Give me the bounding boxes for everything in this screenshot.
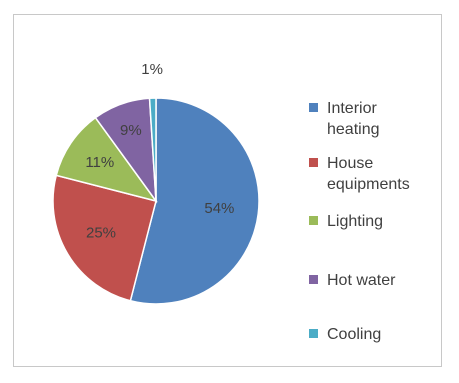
chart-legend: Interior heating House equipments Lighting Ho… [309,100,410,343]
legend-label-interior-heating: Interior heating [327,100,380,138]
legend-swatch-lighting [309,216,318,225]
legend-item-hot-water: Hot water [309,272,396,289]
legend-label-house-equipments: House equipments [327,155,410,193]
pie-slice-interior-heating [129,97,260,305]
legend-swatch-cooling [309,329,318,338]
legend-item-interior-heating: Interior heating [309,100,380,138]
data-label-lighting: 11% [85,154,114,171]
legend-swatch-interior-heating [309,103,318,112]
legend-item-lighting: Lighting [309,213,383,230]
data-label-cooling: 1% [141,61,163,78]
data-label-interior-heating: 54% [204,200,234,217]
pie-slice-lighting [55,116,158,203]
legend-label-cooling: Cooling [327,326,381,343]
legend-label-lighting: Lighting [327,213,383,230]
pie-slice-house-equipments [52,174,157,302]
legend-item-cooling: Cooling [309,326,381,343]
legend-label-hot-water: Hot water [327,272,396,289]
pie-slice-cooling [148,97,157,202]
legend-swatch-hot-water [309,275,318,284]
data-label-house-equipments: 25% [86,224,116,241]
legend-swatch-house-equipments [309,158,318,167]
data-label-hot-water: 9% [120,122,142,139]
pie-slices [52,97,260,305]
pie-data-labels: 54% 25% 11% 9% 1% [85,61,234,241]
legend-item-house-equipments: House equipments [309,155,410,193]
